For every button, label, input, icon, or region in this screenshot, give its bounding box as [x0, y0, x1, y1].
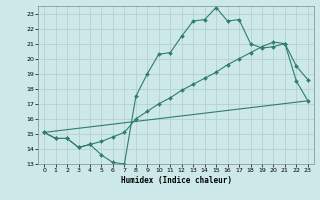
X-axis label: Humidex (Indice chaleur): Humidex (Indice chaleur)	[121, 176, 231, 185]
